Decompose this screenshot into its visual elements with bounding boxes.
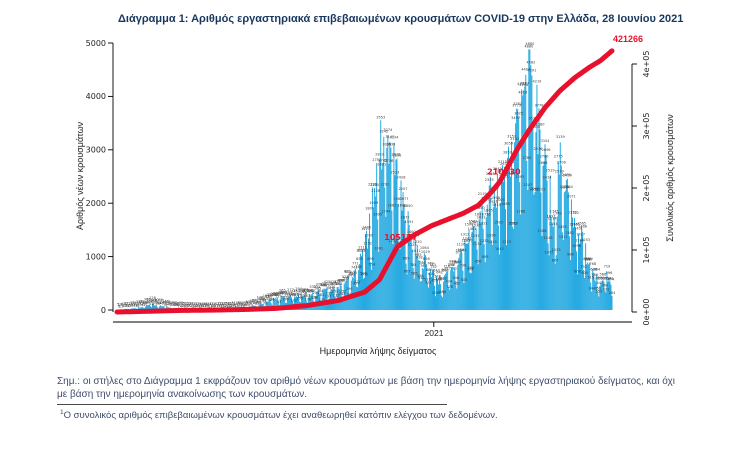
y-axis-right-title: Συνολικός αριθμός κρουσμάτων: [665, 114, 675, 242]
cumulative-total-label: 421266: [612, 34, 643, 44]
note-line-2: με βάση την ημερομηνία ανακοίνωσης των κ…: [57, 389, 308, 400]
chart-title: Διάγραμμα 1: Αριθμός εργαστηριακά επιβεβ…: [118, 13, 684, 25]
note-paragraph: Σημ.: οι στήλες στο Διάγραμμα 1 εκφράζου…: [57, 375, 717, 401]
x-axis-tick-label: 2021: [424, 328, 444, 338]
covid-cases-chart: [0, 0, 755, 370]
x-axis-title: Ημερομηνία λήψης δείγματος: [319, 346, 437, 356]
footnote: 1Ο συνολικός αριθμός επιβεβαιωμένων κρου…: [60, 409, 498, 421]
note-line-1: Σημ.: οι στήλες στο Διάγραμμα 1 εκφράζου…: [57, 376, 675, 387]
y-axis-left-title: Αριθμός νέων κρουσμάτων: [75, 121, 85, 231]
footnote-text: Ο συνολικός αριθμός επιβεβαιωμένων κρουσ…: [63, 410, 498, 422]
footnote-separator: [57, 404, 447, 405]
footnote-marker: 1: [60, 409, 64, 416]
